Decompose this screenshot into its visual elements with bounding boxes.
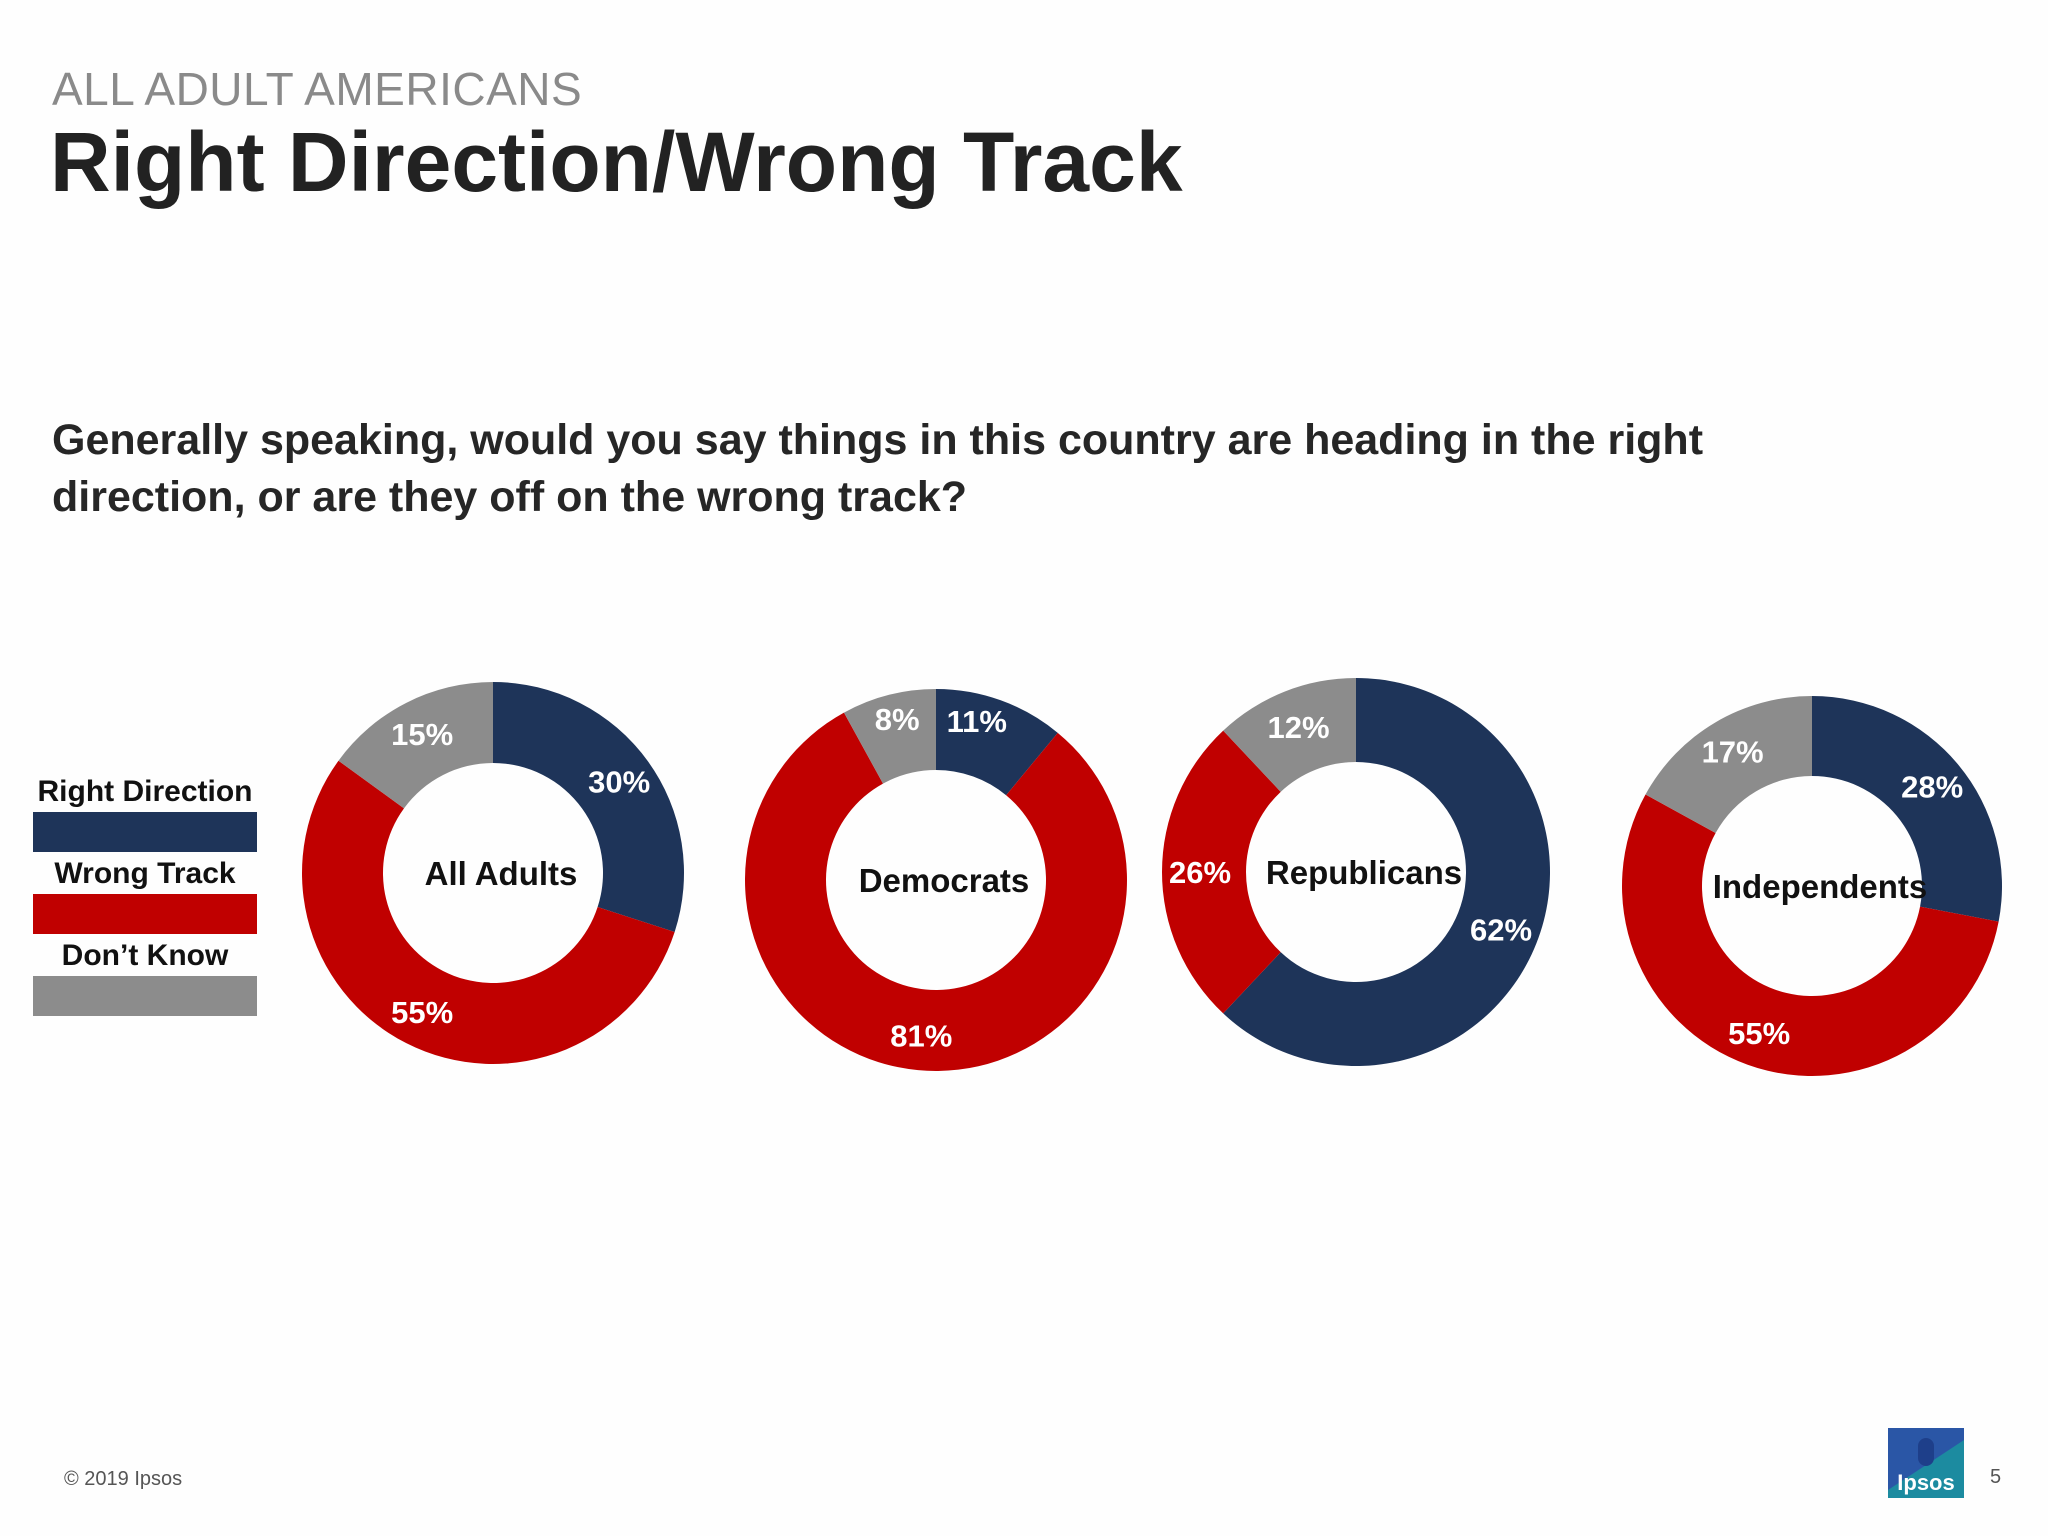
donut-slice-dont-know: [1223, 678, 1356, 792]
legend-swatch: [33, 894, 257, 934]
donut-chart: 62% 26% 12% Republicans: [1162, 678, 1550, 1066]
legend-label: Wrong Track: [54, 857, 236, 890]
donut-slice-dont-know: [1645, 696, 1812, 834]
data-label: 55%: [1728, 1016, 1790, 1051]
donut-title: Independents: [1713, 868, 1928, 905]
data-label: 12%: [1268, 710, 1330, 745]
data-label: 28%: [1901, 770, 1963, 805]
legend-swatch: [33, 812, 257, 852]
donut-slice-wrong-track: [744, 712, 1127, 1071]
data-label: 55%: [391, 995, 453, 1030]
data-label: 17%: [1702, 735, 1764, 770]
legend-item-wrong-track: Wrong Track: [33, 854, 257, 934]
donut-slice-dont-know: [338, 682, 493, 809]
copyright-text: © 2019 Ipsos: [64, 1468, 183, 1490]
legend-label: Don’t Know: [61, 939, 229, 972]
donut-slice-wrong-track: [1622, 794, 1999, 1076]
donut-chart: 30% 55% 15% All Adults: [301, 682, 684, 1065]
slide-title: Right Direction/Wrong Track: [50, 115, 1183, 209]
donut-slice-wrong-track: [1162, 730, 1281, 1014]
section-kicker: ALL ADULT AMERICANS: [52, 63, 583, 115]
donut-slice-right-direction: [1223, 678, 1550, 1066]
data-label: 62%: [1470, 912, 1532, 947]
data-label: 15%: [391, 717, 453, 752]
chart-legend: Right Direction Wrong Track Don’t Know: [33, 772, 257, 1018]
ipsos-logo: Ipsos: [1888, 1428, 1964, 1498]
donut-slice-right-direction: [1812, 695, 2002, 922]
donut-chart: 28% 55% 17% Independents: [1622, 695, 2002, 1076]
donut-slice-dont-know: [843, 689, 936, 784]
legend-swatch: [33, 976, 257, 1016]
logo-text: Ipsos: [1897, 1470, 1954, 1495]
page-number: 5: [1990, 1466, 2002, 1488]
survey-question: Generally speaking, would you say things…: [52, 416, 1704, 521]
data-label: 8%: [875, 702, 920, 737]
data-label: 81%: [890, 1018, 952, 1053]
donut-slice-right-direction: [493, 682, 684, 933]
donut-title: Democrats: [859, 862, 1030, 899]
data-label: 26%: [1169, 855, 1231, 890]
legend-label: Right Direction: [37, 775, 253, 808]
donut-chart: 11% 81% 8% Democrats: [744, 689, 1127, 1071]
legend-item-dont-know: Don’t Know: [33, 936, 257, 1016]
legend-item-right-direction: Right Direction: [33, 772, 257, 852]
data-label: 11%: [947, 704, 1007, 739]
data-label: 30%: [588, 764, 650, 799]
donut-slice-right-direction: [936, 689, 1058, 796]
donut-slice-wrong-track: [301, 760, 675, 1065]
donut-title: Republicans: [1266, 854, 1462, 891]
donut-title: All Adults: [425, 855, 578, 892]
